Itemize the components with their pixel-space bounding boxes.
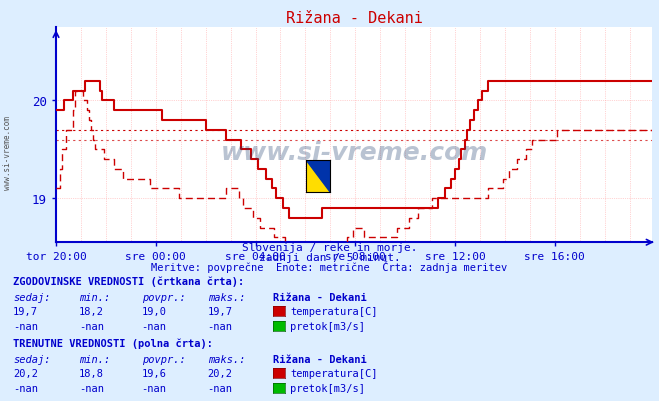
- Polygon shape: [306, 160, 330, 192]
- Title: Rižana - Dekani: Rižana - Dekani: [286, 10, 422, 26]
- Text: 18,8: 18,8: [79, 368, 104, 378]
- Text: maks.:: maks.:: [208, 354, 245, 364]
- Text: temperatura[C]: temperatura[C]: [290, 306, 378, 316]
- Text: www.si-vreme.com: www.si-vreme.com: [221, 140, 488, 164]
- Text: Rižana - Dekani: Rižana - Dekani: [273, 354, 367, 364]
- Text: 20,2: 20,2: [13, 368, 38, 378]
- Text: 19,7: 19,7: [208, 306, 233, 316]
- Text: min.:: min.:: [79, 354, 110, 364]
- Text: -nan: -nan: [79, 321, 104, 331]
- Text: -nan: -nan: [208, 383, 233, 393]
- Text: 20,2: 20,2: [208, 368, 233, 378]
- Text: ZGODOVINSKE VREDNOSTI (črtkana črta):: ZGODOVINSKE VREDNOSTI (črtkana črta):: [13, 276, 244, 287]
- Text: -nan: -nan: [142, 321, 167, 331]
- Text: pretok[m3/s]: pretok[m3/s]: [290, 383, 365, 393]
- Text: pretok[m3/s]: pretok[m3/s]: [290, 321, 365, 331]
- Text: -nan: -nan: [79, 383, 104, 393]
- Text: sedaj:: sedaj:: [13, 292, 51, 302]
- Text: -nan: -nan: [13, 321, 38, 331]
- Text: -nan: -nan: [208, 321, 233, 331]
- Text: 19,6: 19,6: [142, 368, 167, 378]
- Text: -nan: -nan: [142, 383, 167, 393]
- Text: Meritve: povprečne  Enote: metrične  Črta: zadnja meritev: Meritve: povprečne Enote: metrične Črta:…: [152, 261, 507, 273]
- Text: www.si-vreme.com: www.si-vreme.com: [3, 115, 13, 189]
- Text: maks.:: maks.:: [208, 292, 245, 302]
- Text: TRENUTNE VREDNOSTI (polna črta):: TRENUTNE VREDNOSTI (polna črta):: [13, 338, 213, 348]
- Text: 18,2: 18,2: [79, 306, 104, 316]
- Text: 19,7: 19,7: [13, 306, 38, 316]
- Text: povpr.:: povpr.:: [142, 354, 185, 364]
- Text: zadnji dan / 5 minut.: zadnji dan / 5 minut.: [258, 253, 401, 263]
- Text: -nan: -nan: [13, 383, 38, 393]
- Text: 19,0: 19,0: [142, 306, 167, 316]
- Text: Rižana - Dekani: Rižana - Dekani: [273, 292, 367, 302]
- Polygon shape: [306, 160, 330, 192]
- Text: sedaj:: sedaj:: [13, 354, 51, 364]
- Text: povpr.:: povpr.:: [142, 292, 185, 302]
- Text: Slovenija / reke in morje.: Slovenija / reke in morje.: [242, 243, 417, 253]
- Text: min.:: min.:: [79, 292, 110, 302]
- Text: temperatura[C]: temperatura[C]: [290, 368, 378, 378]
